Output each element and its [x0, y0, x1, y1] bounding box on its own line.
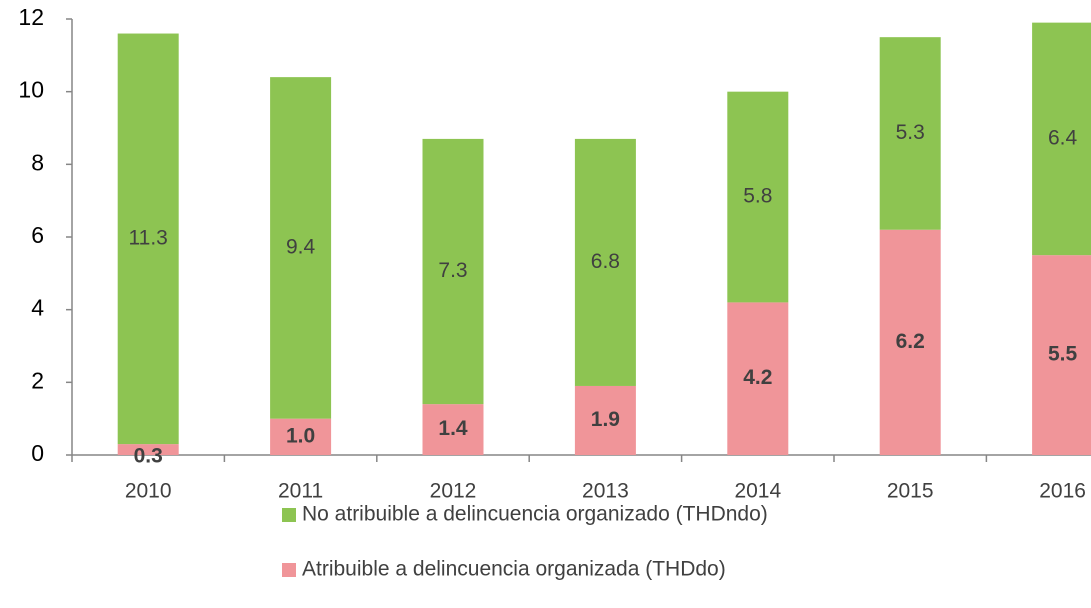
- data-label: 5.5: [1048, 343, 1078, 366]
- data-label: 1.0: [286, 424, 315, 447]
- x-tick-label: 2011: [278, 480, 323, 503]
- data-label: 0.3: [134, 445, 163, 468]
- bar-segment: [879, 229, 941, 455]
- bar-segment: [727, 91, 789, 303]
- bar-segment: [117, 33, 179, 445]
- y-tick-label: 0: [31, 440, 44, 466]
- data-label: 5.8: [743, 185, 772, 208]
- y-tick-label: 2: [31, 367, 44, 393]
- legend-swatch: [282, 508, 296, 522]
- data-label: 1.9: [591, 408, 620, 431]
- y-tick-label: 8: [31, 149, 44, 175]
- y-tick-label: 10: [18, 77, 44, 103]
- bar-segment: [574, 138, 636, 386]
- data-label: 4.2: [743, 366, 772, 389]
- bar-segment: [879, 37, 941, 230]
- x-tick-label: 2014: [734, 480, 781, 503]
- bar-segment: [117, 444, 179, 455]
- data-label: 5.3: [896, 121, 925, 144]
- bar-segment: [270, 418, 332, 455]
- data-label: 9.4: [286, 235, 316, 258]
- data-label: 6.8: [591, 250, 620, 273]
- x-tick-label: 2012: [430, 480, 477, 503]
- data-label: 11.3: [129, 226, 168, 249]
- data-label: 7.3: [438, 259, 467, 282]
- x-tick-label: 2015: [887, 480, 934, 503]
- y-tick-label: 12: [18, 4, 44, 30]
- y-tick-label: 4: [31, 295, 44, 321]
- x-tick-label: 2010: [125, 480, 172, 503]
- data-label: 6.2: [896, 330, 925, 353]
- bar-segment: [422, 138, 484, 405]
- y-tick-label: 6: [31, 222, 44, 248]
- data-label: 1.4: [438, 417, 468, 440]
- x-tick-label: 2016: [1039, 480, 1086, 503]
- bar-segment: [574, 385, 636, 455]
- bar-segment: [1032, 255, 1091, 455]
- bar-segment: [270, 77, 332, 419]
- bar-segment: [1032, 22, 1091, 256]
- data-label: 6.4: [1048, 126, 1078, 149]
- legend-label: No atribuible a delincuencia organizado …: [302, 503, 768, 526]
- bar-segment: [727, 302, 789, 455]
- legend-label: Atribuible a delincuencia organizada (TH…: [302, 558, 726, 581]
- legend-swatch: [282, 563, 296, 577]
- bar-segment: [422, 404, 484, 455]
- x-tick-label: 2013: [582, 480, 629, 503]
